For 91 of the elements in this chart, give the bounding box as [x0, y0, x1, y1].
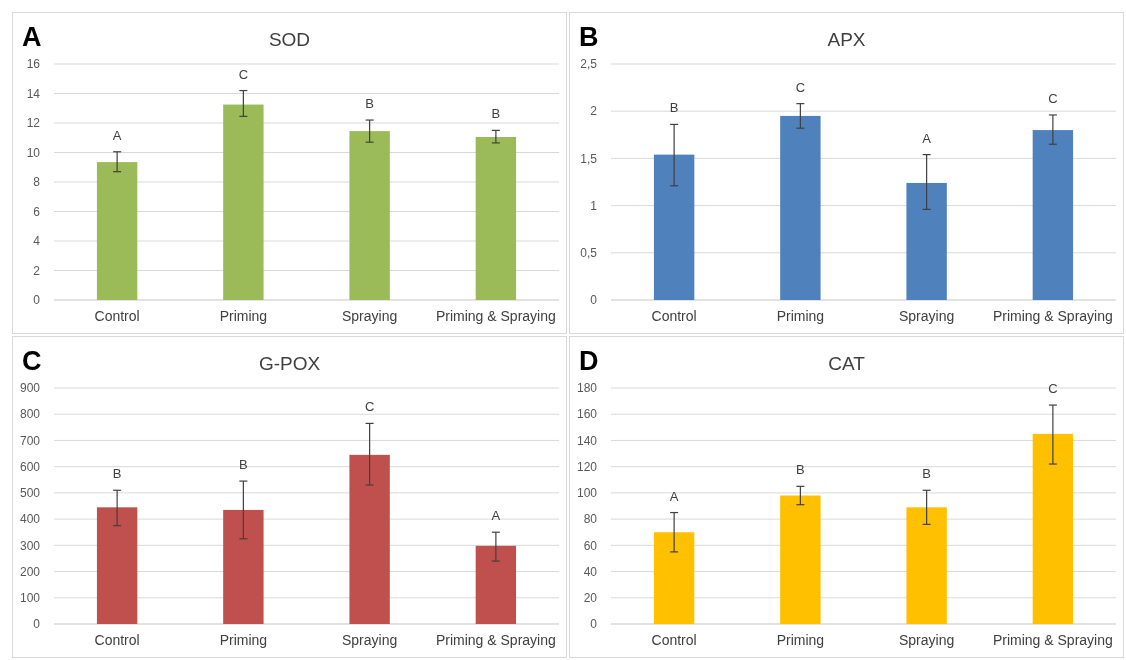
bar — [96, 507, 138, 624]
annotation: C — [238, 66, 249, 82]
y-tick-label: 2 — [33, 263, 41, 278]
y-tick-label: 10 — [26, 145, 41, 160]
x-tick-label: Priming — [219, 308, 268, 324]
x-tick-label: Priming — [776, 308, 825, 324]
annotation: A — [112, 127, 122, 143]
x-tick-label: Control — [651, 308, 697, 324]
bar — [223, 104, 264, 300]
annotation: A — [922, 130, 932, 146]
bar — [780, 495, 821, 624]
x-tick-label: Priming — [776, 632, 825, 648]
y-tick-label: 2,5 — [580, 57, 598, 72]
annotation: B — [239, 457, 248, 473]
x-tick-label: Spraying — [341, 308, 398, 324]
bar — [223, 509, 264, 624]
y-tick-label: 400 — [19, 512, 41, 527]
x-tick-label: Priming & Spraying — [435, 308, 556, 324]
y-tick-label: 200 — [19, 564, 41, 579]
y-tick-label: 4 — [33, 234, 41, 249]
y-tick-label: 700 — [19, 433, 41, 448]
y-tick-label: 180 — [576, 381, 598, 396]
y-tick-label: 1,5 — [580, 151, 598, 166]
bar — [780, 115, 821, 300]
y-tick-label: 8 — [33, 175, 41, 190]
x-tick-label: Priming & Spraying — [992, 632, 1113, 648]
y-tick-label: 60 — [583, 538, 598, 553]
chart-title: APX — [827, 29, 866, 50]
x-tick-label: Spraying — [341, 632, 398, 648]
bar — [906, 507, 947, 624]
annotation: B — [669, 100, 679, 116]
bar — [96, 162, 138, 300]
x-tick-label: Priming — [219, 632, 268, 648]
y-tick-label: 300 — [19, 538, 41, 553]
annotation: B — [796, 462, 805, 478]
y-tick-label: 0,5 — [580, 246, 598, 260]
annotation: B — [365, 96, 374, 112]
text: D — [579, 346, 599, 376]
chart-title: CAT — [828, 353, 866, 374]
y-tick-label: 0 — [33, 293, 41, 308]
y-tick-label: 120 — [576, 459, 598, 474]
y-tick-label: 140 — [576, 433, 598, 448]
y-tick-label: 0 — [590, 293, 598, 308]
x-tick-label: Priming & Spraying — [992, 308, 1113, 324]
annotation: A — [491, 508, 501, 524]
y-tick-label: 160 — [576, 407, 598, 422]
bar — [475, 137, 517, 300]
y-tick-label: 80 — [583, 512, 598, 527]
y-tick-label: 16 — [26, 57, 41, 72]
x-tick-label: Spraying — [898, 308, 955, 324]
y-tick-label: 1 — [590, 198, 598, 213]
annotation: C — [795, 79, 806, 95]
annotation: C — [1048, 381, 1058, 397]
y-tick-label: 0 — [33, 617, 41, 632]
y-tick-label: 100 — [576, 486, 598, 501]
y-tick-label: 800 — [19, 407, 41, 422]
annotation: A — [669, 488, 679, 504]
x-tick-label: Control — [651, 632, 697, 648]
text: C — [22, 346, 42, 376]
annotation: B — [922, 466, 931, 482]
chart-title: SOD — [268, 29, 311, 50]
bar — [906, 182, 947, 300]
y-tick-label: 14 — [26, 86, 41, 101]
annotation: C — [364, 399, 375, 415]
annotation: C — [1048, 90, 1058, 106]
text: B — [579, 22, 599, 52]
y-tick-label: 20 — [583, 590, 598, 605]
y-tick-label: 2 — [590, 104, 598, 119]
bar — [475, 545, 517, 624]
x-tick-label: Spraying — [898, 632, 955, 648]
x-tick-label: Control — [94, 632, 140, 648]
bar — [653, 154, 695, 300]
annotation: B — [491, 106, 501, 122]
x-tick-label: Control — [94, 308, 140, 324]
bar — [1032, 433, 1074, 624]
bar — [349, 454, 390, 624]
y-tick-label: 40 — [583, 564, 598, 579]
y-tick-label: 12 — [26, 116, 41, 131]
bar — [349, 131, 390, 300]
bar — [653, 532, 695, 624]
annotation: B — [112, 466, 122, 482]
chart-title: G-POX — [258, 353, 321, 374]
bar — [1032, 130, 1074, 300]
y-tick-label: 500 — [19, 486, 41, 501]
text: A — [22, 22, 42, 52]
y-tick-label: 100 — [19, 590, 41, 605]
y-tick-label: 900 — [19, 381, 41, 396]
y-tick-label: 0 — [590, 617, 598, 632]
x-tick-label: Priming & Spraying — [435, 632, 556, 648]
y-tick-label: 600 — [19, 459, 41, 474]
y-tick-label: 6 — [33, 204, 41, 219]
